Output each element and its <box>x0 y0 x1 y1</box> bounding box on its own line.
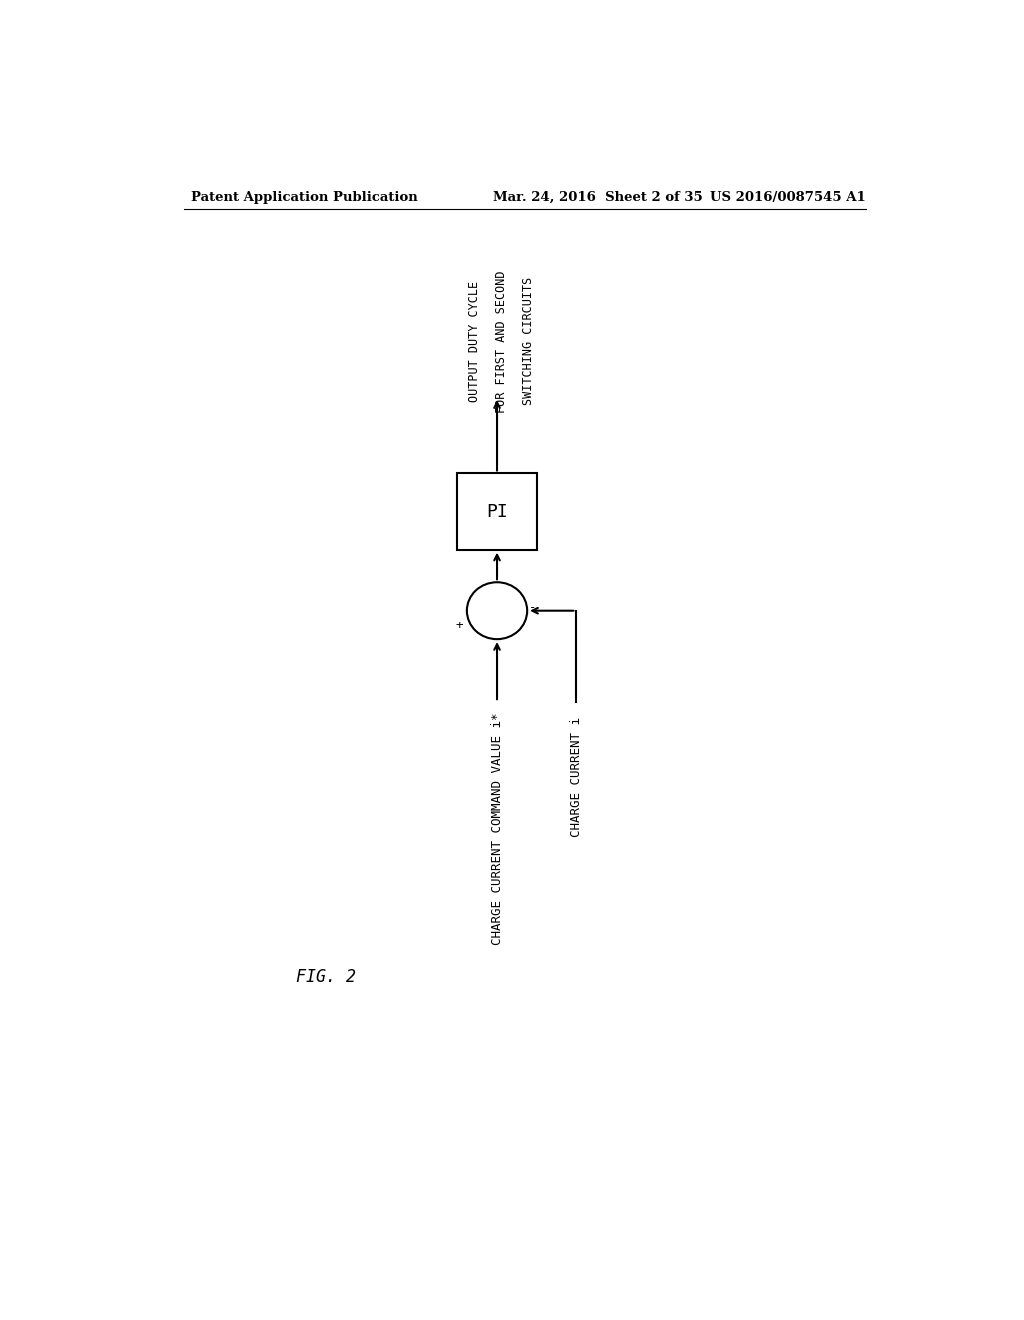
Text: -: - <box>529 601 537 614</box>
Text: FOR FIRST AND SECOND: FOR FIRST AND SECOND <box>496 271 508 413</box>
Text: Patent Application Publication: Patent Application Publication <box>191 190 418 203</box>
Text: US 2016/0087545 A1: US 2016/0087545 A1 <box>711 190 866 203</box>
Text: SWITCHING CIRCUITS: SWITCHING CIRCUITS <box>522 277 536 405</box>
Text: Mar. 24, 2016  Sheet 2 of 35: Mar. 24, 2016 Sheet 2 of 35 <box>494 190 702 203</box>
Bar <box>458 474 537 549</box>
Text: OUTPUT DUTY CYCLE: OUTPUT DUTY CYCLE <box>468 281 481 401</box>
Text: FIG. 2: FIG. 2 <box>296 968 356 986</box>
Text: CHARGE CURRENT i: CHARGE CURRENT i <box>570 718 583 837</box>
Text: PI: PI <box>486 503 508 520</box>
Text: CHARGE CURRENT COMMAND VALUE i*: CHARGE CURRENT COMMAND VALUE i* <box>490 713 504 945</box>
Text: +: + <box>456 619 464 632</box>
